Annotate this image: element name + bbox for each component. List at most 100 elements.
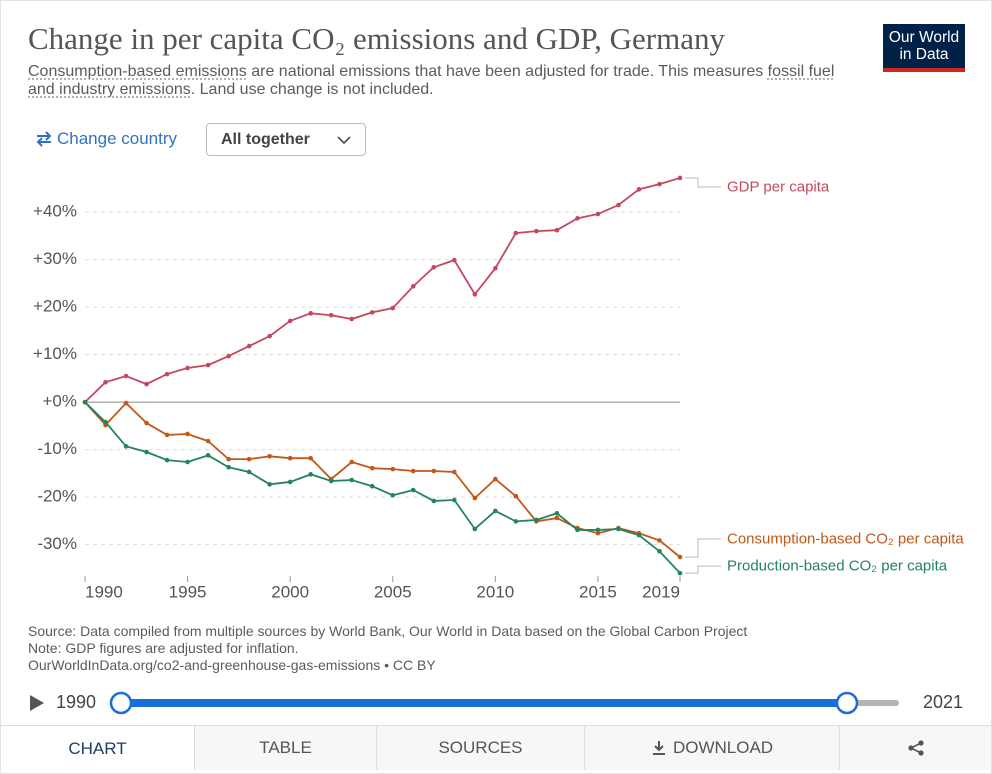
data-point	[513, 230, 519, 236]
timeline-end: 2021	[922, 692, 963, 712]
data-point	[554, 515, 560, 521]
data-point	[452, 497, 457, 503]
data-point	[246, 469, 252, 475]
y-tick-label: -10%	[37, 439, 77, 458]
data-point	[493, 508, 498, 514]
subtitle-link[interactable]: Consumption-based emissions	[28, 63, 247, 80]
data-point	[164, 432, 170, 438]
source-note: Source: Data compiled from multiple sour…	[28, 623, 748, 639]
tab-label: CHART	[68, 739, 127, 758]
data-point	[349, 459, 355, 465]
data-point	[123, 444, 129, 449]
data-point	[472, 292, 478, 297]
data-point	[164, 457, 170, 463]
tab-download[interactable]: DOWNLOAD	[584, 726, 839, 770]
data-point	[308, 455, 313, 461]
share-icon	[907, 740, 924, 756]
tab-label: SOURCES	[438, 738, 523, 757]
subtitle-text: . Land use change is not included.	[190, 81, 434, 98]
data-point	[575, 527, 580, 533]
data-point	[493, 476, 498, 482]
tab-sources[interactable]: SOURCES	[376, 726, 584, 770]
data-point	[410, 468, 416, 474]
change-country[interactable]: Change country	[35, 129, 177, 149]
data-point	[431, 264, 437, 270]
legend-label[interactable]: Consumption-based CO₂ per capita	[727, 530, 964, 548]
dropdown-label: All together	[221, 130, 310, 148]
data-point	[472, 526, 478, 532]
data-point	[431, 468, 437, 474]
label-connector	[685, 565, 721, 574]
data-point	[308, 311, 313, 316]
data-point	[123, 373, 129, 379]
download-icon	[652, 741, 665, 755]
data-point	[349, 477, 355, 483]
logo-line: Our World	[888, 29, 960, 46]
data-point	[103, 379, 108, 385]
data-point	[431, 498, 437, 504]
x-tick-label: 2005	[374, 582, 412, 601]
data-point	[328, 478, 334, 484]
legend-label[interactable]: Production-based CO₂ per capita	[727, 557, 948, 575]
chart-title: Change in per capita CO₂ emissions and G…	[28, 21, 725, 56]
tab-bar: CHART TABLE SOURCES DOWNLOAD	[1, 725, 991, 770]
data-point	[390, 305, 396, 311]
data-point	[287, 318, 293, 324]
dropdown[interactable]: All together	[206, 123, 366, 156]
play-button	[30, 695, 44, 711]
data-point	[534, 517, 539, 523]
tab-share[interactable]	[839, 726, 991, 770]
x-tick-label: 2010	[476, 582, 514, 601]
change-country-label: Change country	[57, 129, 178, 148]
series-line	[84, 401, 681, 558]
subtitle-link[interactable]: fossil fuel and industry emissions	[28, 63, 835, 98]
data-point	[369, 310, 375, 315]
data-point	[185, 459, 190, 465]
data-point	[616, 526, 621, 532]
url-license[interactable]: OurWorldInData.org/co2-and-greenhouse-ga…	[28, 657, 436, 673]
data-point	[185, 431, 190, 437]
data-point	[636, 187, 642, 192]
logo-line: in Data	[899, 46, 949, 63]
data-point	[82, 399, 88, 405]
timeline-handle[interactable]	[109, 691, 133, 715]
data-point	[595, 527, 601, 533]
data-point	[493, 265, 498, 271]
x-tick-label: 1990	[85, 582, 123, 601]
x-tick-label: 2000	[271, 582, 309, 601]
data-point	[246, 456, 252, 462]
data-point	[595, 211, 601, 217]
data-point	[369, 465, 375, 471]
data-point	[205, 362, 211, 368]
logo[interactable]: Our World in Data	[883, 24, 965, 72]
data-point	[123, 400, 129, 406]
data-point	[205, 438, 211, 444]
data-point	[267, 333, 272, 339]
label-connector	[685, 538, 721, 558]
data-point	[390, 492, 396, 498]
y-tick-label: -20%	[37, 487, 77, 506]
data-point	[185, 365, 190, 371]
data-point	[144, 449, 149, 455]
data-point	[390, 466, 396, 472]
y-tick-label: +30%	[33, 249, 77, 268]
data-point	[144, 420, 149, 426]
data-point	[226, 353, 231, 359]
data-point	[595, 530, 601, 536]
subtitle-text: are national emissions that have been ad…	[246, 63, 768, 80]
timeline-start: 1990	[56, 692, 97, 712]
series-line	[84, 401, 681, 574]
data-point	[677, 175, 683, 181]
legend-label[interactable]: GDP per capita	[727, 178, 830, 196]
tab-chart[interactable]: CHART	[1, 726, 194, 770]
data-point	[328, 312, 334, 318]
y-tick-label: +10%	[33, 344, 77, 363]
data-point	[636, 532, 642, 538]
x-tick-label: 1995	[169, 582, 207, 601]
timeline-handle[interactable]	[835, 691, 859, 715]
data-point	[164, 371, 170, 377]
y-tick-label: +20%	[33, 297, 77, 316]
tab-table[interactable]: TABLE	[194, 726, 376, 770]
data-point	[657, 549, 662, 554]
